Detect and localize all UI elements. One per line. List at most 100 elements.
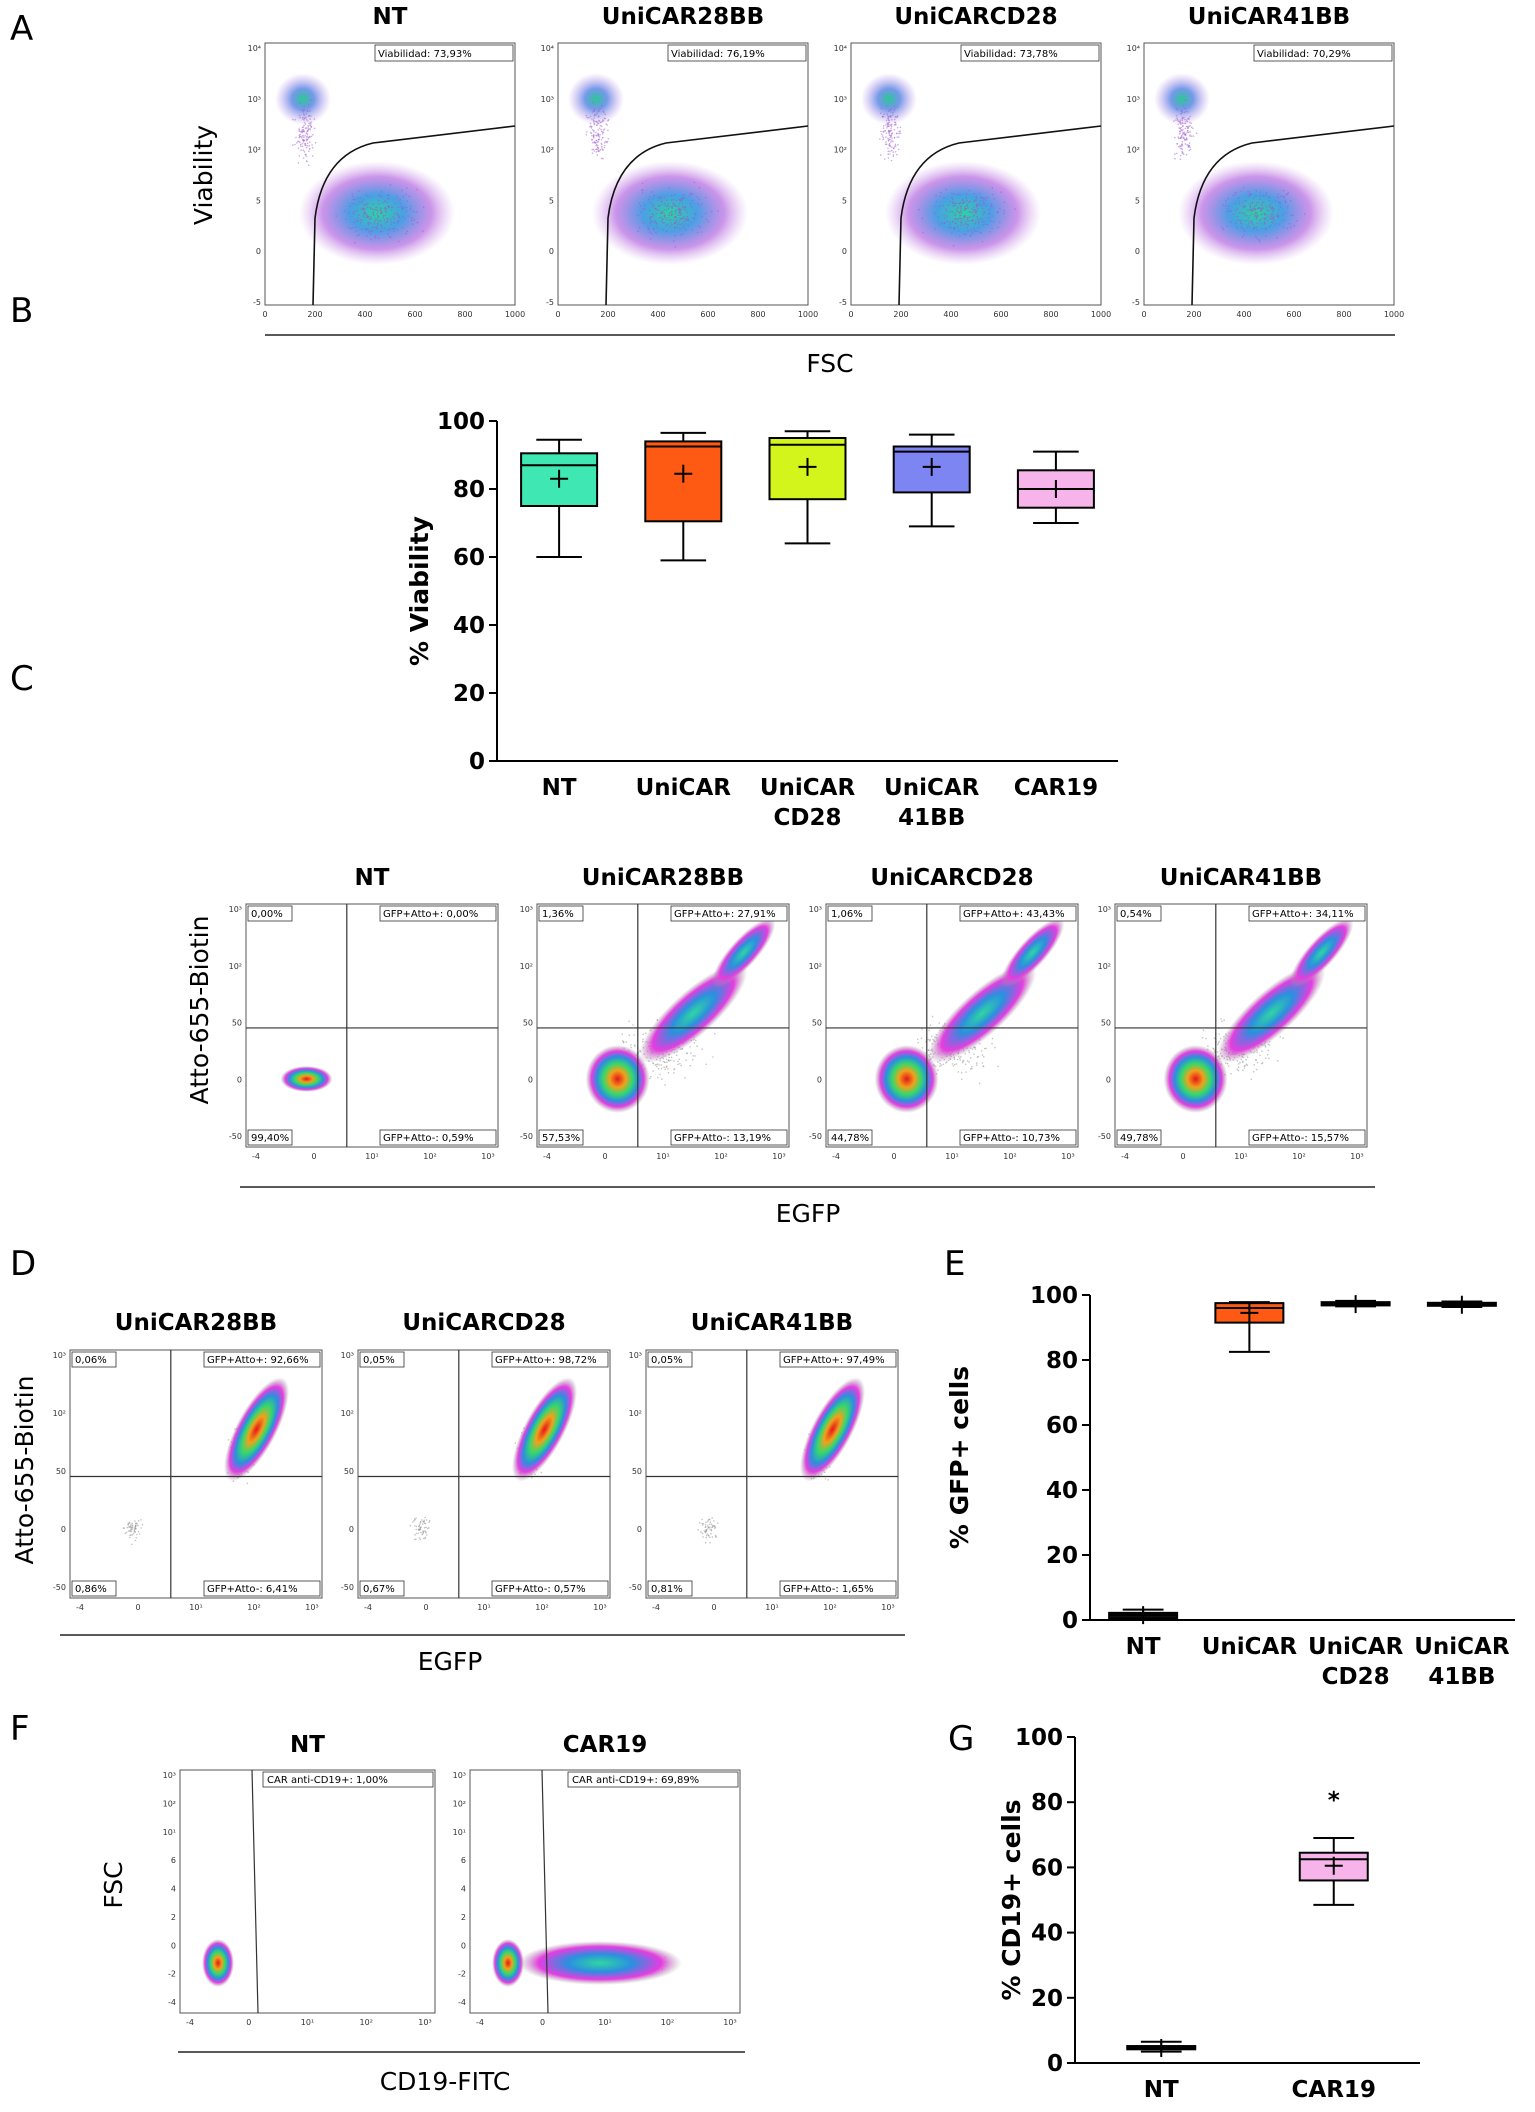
event-dot (514, 1442, 517, 1444)
event-dot (1242, 228, 1244, 230)
quadrant-label-box (538, 905, 584, 922)
event-dot (1183, 111, 1186, 114)
event-dot (373, 221, 376, 223)
event-dot (883, 113, 885, 116)
event-dot (363, 210, 366, 213)
event-dot (678, 205, 680, 208)
event-dot (126, 1526, 129, 1529)
event-dot (977, 219, 980, 222)
event-dot (650, 219, 652, 222)
event-dot (896, 116, 899, 118)
event-dot (966, 224, 969, 227)
event-dot (1182, 104, 1185, 107)
event-dot (654, 221, 657, 223)
event-dot (921, 1047, 924, 1049)
event-dot (705, 1536, 707, 1539)
event-dot (410, 219, 413, 222)
event-dot (1284, 201, 1287, 203)
event-dot (927, 1038, 930, 1041)
event-dot (1290, 226, 1292, 229)
event-dot (942, 1063, 945, 1066)
event-dot (305, 127, 308, 129)
event-dot (1270, 213, 1272, 216)
event-dot (1184, 118, 1186, 121)
event-dot (1218, 1033, 1220, 1035)
event-dot (662, 228, 665, 231)
event-dot (898, 136, 900, 138)
event-dot (425, 1532, 427, 1534)
event-dot (351, 195, 354, 198)
event-dot (971, 1067, 973, 1070)
event-dot (959, 217, 961, 220)
event-dot (885, 124, 887, 126)
event-dot (966, 203, 969, 206)
event-dot (957, 220, 960, 222)
event-dot (359, 197, 362, 199)
event-dot (371, 230, 373, 232)
x-tick-label: 10¹ (1234, 1152, 1247, 1161)
event-dot (714, 1534, 717, 1537)
event-dot (1178, 133, 1181, 135)
event-dot (597, 146, 599, 149)
event-dot (679, 228, 681, 230)
event-dot (933, 212, 936, 215)
x-tick-label: 0 (540, 2018, 545, 2027)
x-tick-label: 10³ (1061, 1152, 1074, 1161)
event-dot (603, 117, 606, 120)
event-dot (702, 1536, 704, 1538)
event-dot (351, 215, 353, 218)
event-dot (888, 116, 890, 118)
event-dot (687, 218, 689, 220)
event-dot (1266, 1053, 1269, 1056)
event-dot (1286, 227, 1288, 230)
event-dot (694, 212, 696, 215)
event-dot (1234, 202, 1237, 205)
event-dot (667, 217, 669, 219)
event-dot (1259, 1054, 1261, 1057)
x-tick-label: 800 (1043, 310, 1058, 319)
event-dot (595, 151, 598, 153)
quadrant-ll-label: 99,40% (251, 1133, 289, 1144)
event-dot (1179, 128, 1182, 130)
event-dot (1251, 210, 1254, 212)
event-dot (370, 196, 372, 198)
event-dot (677, 1060, 679, 1063)
event-dot (689, 1046, 691, 1048)
event-dot (898, 132, 900, 135)
event-dot (399, 199, 401, 201)
event-dot (380, 230, 382, 232)
event-dot (1175, 115, 1178, 117)
event-dot (1188, 144, 1191, 147)
event-dot (136, 1533, 138, 1536)
event-dot (945, 1062, 947, 1064)
event-dot (1296, 219, 1298, 222)
event-dot (1242, 1060, 1244, 1063)
x-tick-label: CAR19 (1014, 775, 1098, 801)
event-dot (393, 217, 396, 220)
event-dot (717, 210, 719, 212)
plot-title: UniCAR41BB (1160, 865, 1322, 891)
event-dot (1183, 122, 1185, 125)
event-dot (890, 111, 892, 113)
quadrant-label-box (670, 1129, 788, 1146)
event-dot (394, 228, 397, 230)
event-dot (405, 210, 408, 212)
event-dot (707, 1526, 710, 1529)
event-dot (983, 211, 986, 213)
event-dot (962, 202, 965, 204)
event-dot (388, 235, 391, 238)
event-dot (1249, 206, 1252, 208)
event-dot (1177, 123, 1179, 125)
event-dot (1181, 148, 1184, 151)
event-dot (307, 164, 310, 166)
x-tick-label: 10¹ (301, 2018, 314, 2027)
event-dot (697, 225, 700, 227)
event-dot (637, 214, 639, 217)
event-dot (983, 1056, 985, 1058)
event-dot (383, 227, 386, 229)
event-dot (1205, 1037, 1207, 1040)
event-dot (893, 129, 896, 131)
x-tick-label: UniCAR (884, 775, 980, 801)
event-dot (674, 211, 677, 213)
